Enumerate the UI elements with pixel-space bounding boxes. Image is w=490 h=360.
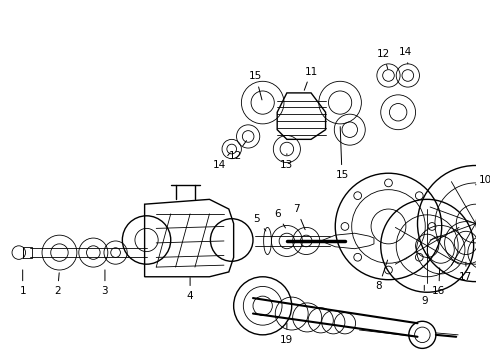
Text: 6: 6	[274, 209, 286, 228]
Text: 15: 15	[249, 71, 263, 100]
Text: 8: 8	[375, 260, 388, 292]
Text: 14: 14	[399, 47, 413, 64]
Text: 19: 19	[280, 323, 294, 345]
Text: 9: 9	[421, 285, 428, 306]
Text: 14: 14	[213, 153, 230, 171]
Text: 1: 1	[20, 270, 26, 296]
Text: 7: 7	[293, 204, 305, 230]
Text: 16: 16	[432, 268, 445, 296]
Text: 13: 13	[280, 154, 294, 171]
Text: 12: 12	[377, 49, 390, 69]
Text: 12: 12	[229, 141, 246, 161]
Text: 15: 15	[335, 127, 349, 180]
Text: 10: 10	[476, 175, 490, 185]
Text: 17: 17	[459, 262, 472, 282]
Text: 4: 4	[187, 278, 194, 301]
Text: 5: 5	[253, 214, 266, 231]
Text: 3: 3	[101, 270, 108, 296]
Text: 18: 18	[0, 359, 1, 360]
Text: 11: 11	[304, 67, 318, 90]
Text: 2: 2	[54, 273, 61, 296]
